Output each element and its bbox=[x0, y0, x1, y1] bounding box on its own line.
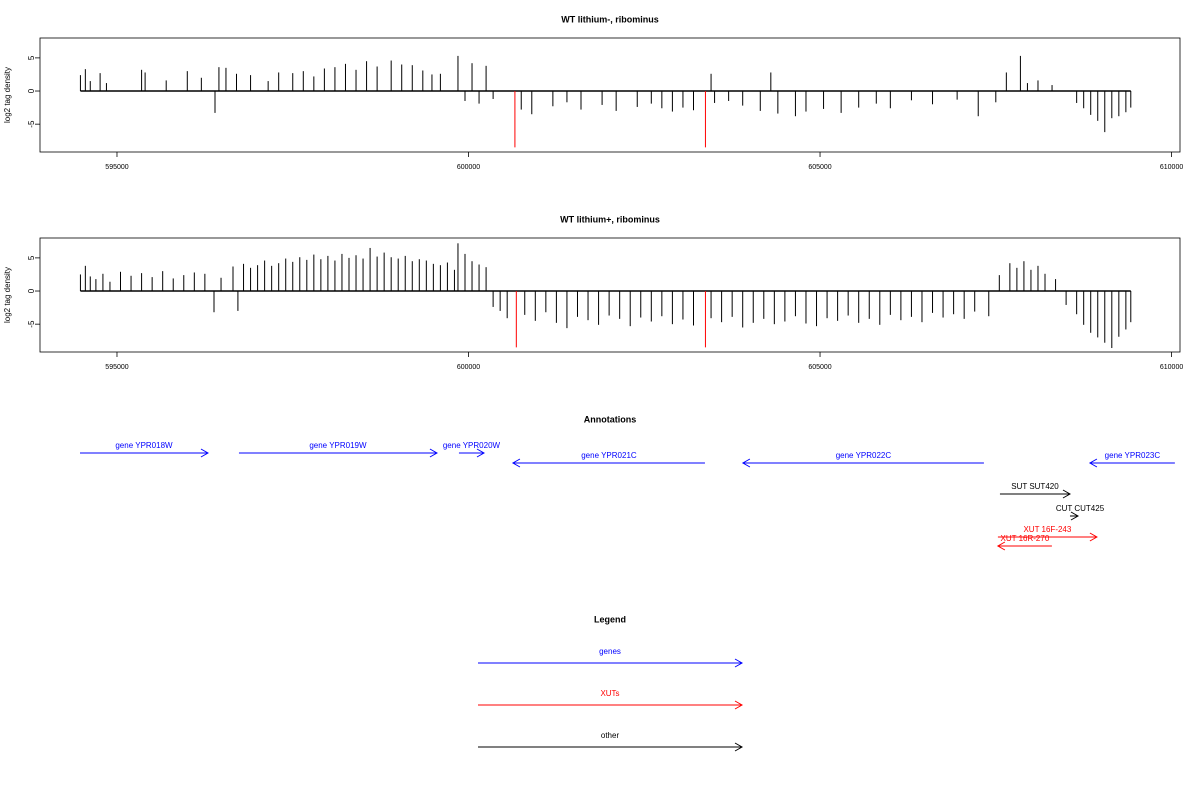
y-axis-label: log2 tag density bbox=[3, 267, 12, 323]
y-axis-label: log2 tag density bbox=[3, 67, 12, 123]
y-tick-label: 5 bbox=[27, 55, 36, 60]
feature-label: gene YPR020W bbox=[443, 441, 501, 450]
x-tick-label: 595000 bbox=[105, 364, 128, 371]
x-tick-label: 600000 bbox=[457, 364, 480, 371]
legend-label: genes bbox=[599, 647, 621, 656]
legend-arrow-head bbox=[734, 700, 744, 710]
plot-frame bbox=[39, 37, 1181, 153]
legend-title: Legend bbox=[594, 614, 626, 624]
feature-label: gene YPR019W bbox=[309, 441, 367, 450]
y-tick-label: -5 bbox=[27, 120, 36, 128]
feature-arrow-head bbox=[1089, 532, 1098, 542]
feature-label: XUT 16F-243 bbox=[1023, 525, 1071, 534]
annotations-title: Annotations bbox=[584, 414, 637, 424]
x-tick-label: 610000 bbox=[1160, 164, 1183, 171]
legend-label: XUTs bbox=[600, 689, 619, 698]
y-tick-label: 0 bbox=[27, 88, 36, 93]
feature-arrow-head bbox=[200, 448, 209, 458]
legend-arrow-head bbox=[734, 658, 744, 668]
feature-label: XUT 16R-270 bbox=[1001, 534, 1050, 543]
legend-label: other bbox=[601, 731, 620, 740]
feature-arrow-head bbox=[1062, 489, 1071, 499]
x-tick-label: 605000 bbox=[808, 164, 831, 171]
y-tick-label: -5 bbox=[27, 320, 36, 328]
x-tick-label: 600000 bbox=[457, 164, 480, 171]
x-tick-label: 605000 bbox=[808, 364, 831, 371]
feature-arrow-head bbox=[741, 458, 751, 468]
x-tick-label: 610000 bbox=[1160, 364, 1183, 371]
feature-label: SUT SUT420 bbox=[1011, 482, 1059, 491]
feature-label: gene YPR021C bbox=[581, 451, 637, 460]
feature-label: gene YPR023C bbox=[1105, 451, 1161, 460]
feature-arrow-head bbox=[1088, 458, 1098, 468]
plot-frame bbox=[39, 237, 1181, 353]
y-tick-label: 5 bbox=[27, 255, 36, 260]
chart-title: WT lithium-, ribominus bbox=[561, 14, 659, 24]
legend-arrow-head bbox=[734, 742, 744, 752]
feature-label: gene YPR018W bbox=[115, 441, 173, 450]
chart-title: WT lithium+, ribominus bbox=[560, 214, 660, 224]
y-tick-label: 0 bbox=[27, 288, 36, 293]
feature-arrow-head bbox=[1070, 511, 1079, 521]
feature-arrow-head bbox=[476, 448, 485, 458]
feature-arrow-head bbox=[996, 541, 1006, 551]
feature-label: gene YPR022C bbox=[836, 451, 892, 460]
feature-label: CUT CUT425 bbox=[1056, 504, 1105, 513]
x-tick-label: 595000 bbox=[105, 164, 128, 171]
feature-arrow-head bbox=[429, 448, 438, 458]
feature-arrow-head bbox=[511, 458, 521, 468]
